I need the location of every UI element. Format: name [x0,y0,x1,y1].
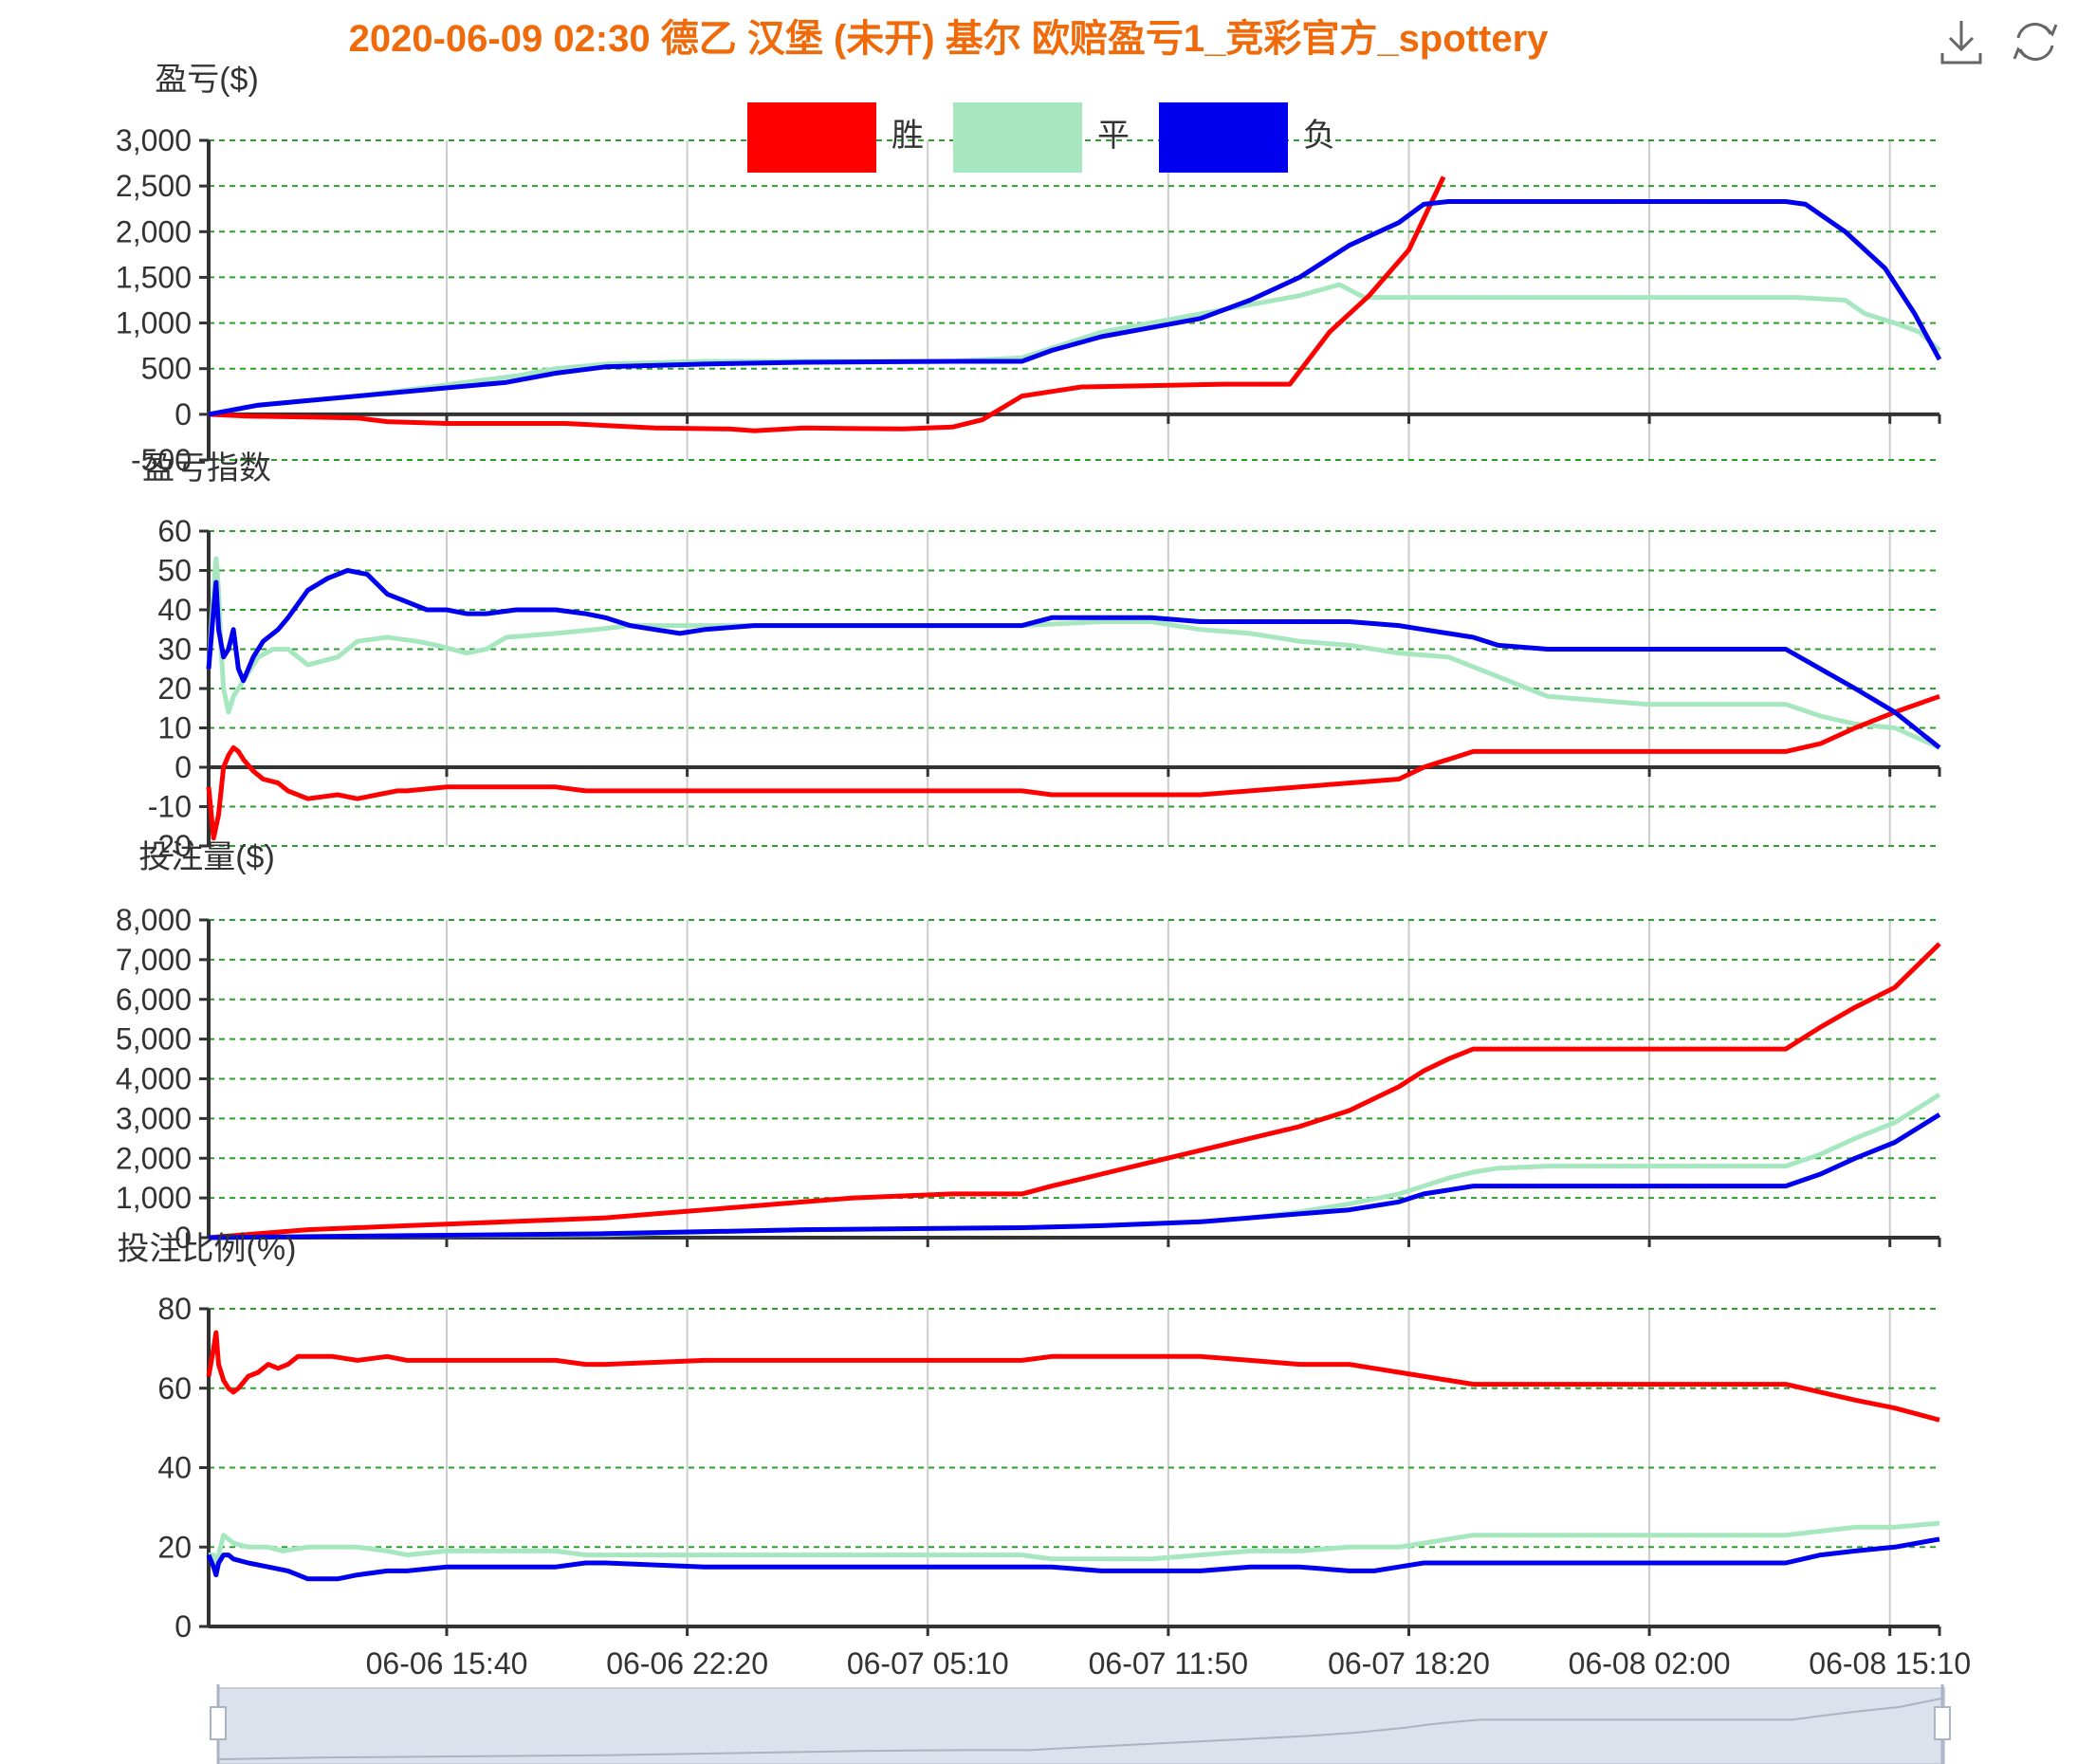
ytick-label: -500 [131,443,192,477]
ytick-label: 0 [175,750,192,784]
ytick-label: 6,000 [116,983,192,1017]
xtick-label: 06-06 15:40 [366,1646,528,1681]
ytick-label: -20 [148,829,192,863]
ytick-label: 2,000 [116,214,192,248]
xtick-label: 06-06 22:20 [606,1646,768,1681]
y-axis-title: 盈亏($) [155,62,259,98]
datazoom-slider[interactable] [210,1684,1951,1764]
ytick-label: 1,000 [116,306,192,340]
series-line-draw [208,1093,1941,1240]
series-line-win [208,175,1446,433]
xtick-label: 06-08 02:00 [1569,1646,1731,1681]
ytick-label: 5,000 [116,1022,192,1057]
ytick-label: 30 [157,633,192,667]
ytick-label: 20 [157,1530,192,1564]
series-line-win [206,693,1940,841]
datazoom-handle-grip [210,1706,227,1740]
xtick-label: 06-07 05:10 [847,1646,1009,1681]
legend-swatch [747,102,876,173]
ytick-label: 8,000 [116,903,192,937]
ytick-label: 40 [157,1451,192,1485]
legend-item-win[interactable]: 胜 [747,102,924,173]
ytick-label: 0 [175,1609,192,1644]
ytick-label: 0 [175,1221,192,1255]
download-icon-svg [1940,21,1982,64]
legend-item-lose[interactable]: 负 [1159,102,1335,173]
ytick-label: 2,500 [116,169,192,203]
panel-2: -20 -10 0 10 20 30 40 50 60 盈亏指数 [142,450,1941,863]
legend-label: 平 [1097,118,1130,154]
xtick-label: 06-07 11:50 [1089,1646,1248,1681]
legend-label: 负 [1303,118,1335,154]
legend-swatch [1159,102,1288,173]
datazoom-track [217,1687,1945,1764]
refresh-icon[interactable] [2009,15,2062,68]
panel-1: -500 0 500 1,000 1,500 2,000 2,500 3,000 盈亏($) [116,62,1942,477]
ytick-label: 3,000 [116,123,192,157]
y-axis-title: 投注量($) [138,839,275,875]
ytick-label: 7,000 [116,943,192,977]
series-line-win [208,942,1941,1240]
ytick-label: 2,000 [116,1141,192,1175]
datazoom-handle-grip [1934,1706,1951,1740]
series-line-lose [206,1536,1940,1582]
series-line-draw [208,282,1941,417]
ytick-label: 1,000 [116,1181,192,1215]
ytick-label: 50 [157,554,192,588]
ytick-label: 80 [157,1292,192,1326]
series-line-win [206,1330,1940,1423]
datazoom-preview-line [217,1697,1945,1760]
download-icon[interactable] [1935,15,1988,68]
legend-swatch [953,102,1082,173]
ytick-label: 500 [141,352,192,386]
series-line-lose [208,1112,1941,1240]
series-line-lose [208,199,1942,417]
ytick-label: 1,500 [116,260,192,294]
panel-4: 0 20 40 60 80 投注比例(%) [118,1231,1941,1644]
ytick-label: 20 [157,671,192,706]
y-axis-title: 盈亏指数 [142,450,271,487]
legend-label: 胜 [891,118,924,154]
ytick-label: 10 [157,711,192,745]
ytick-label: -10 [148,790,192,824]
chart-title: 2020-06-09 02:30 德乙 汉堡 (未开) 基尔 欧赔盈亏1_竞彩官… [348,18,1549,60]
ytick-label: 3,000 [116,1101,192,1135]
xtick-label: 06-08 15:10 [1809,1646,1971,1681]
datazoom-handle-left[interactable] [210,1684,227,1764]
ytick-label: 60 [157,1371,192,1406]
series-line-draw [206,556,1941,750]
refresh-icon-svg [2013,23,2058,61]
ytick-label: 60 [157,514,192,548]
panel-3: 0 1,000 2,000 3,000 4,000 5,000 6,000 7,000 8,00… [116,839,1941,1255]
y-axis-title: 投注比例(%) [118,1231,297,1267]
ytick-label: 4,000 [116,1062,192,1096]
ytick-label: 40 [157,593,192,627]
series-line-lose [206,568,1941,750]
xtick-label: 06-07 18:20 [1328,1646,1490,1681]
series-line-draw [209,1520,1940,1570]
legend-item-draw[interactable]: 平 [953,102,1130,173]
datazoom-handle-right[interactable] [1934,1684,1951,1764]
ytick-label: 0 [175,397,192,432]
